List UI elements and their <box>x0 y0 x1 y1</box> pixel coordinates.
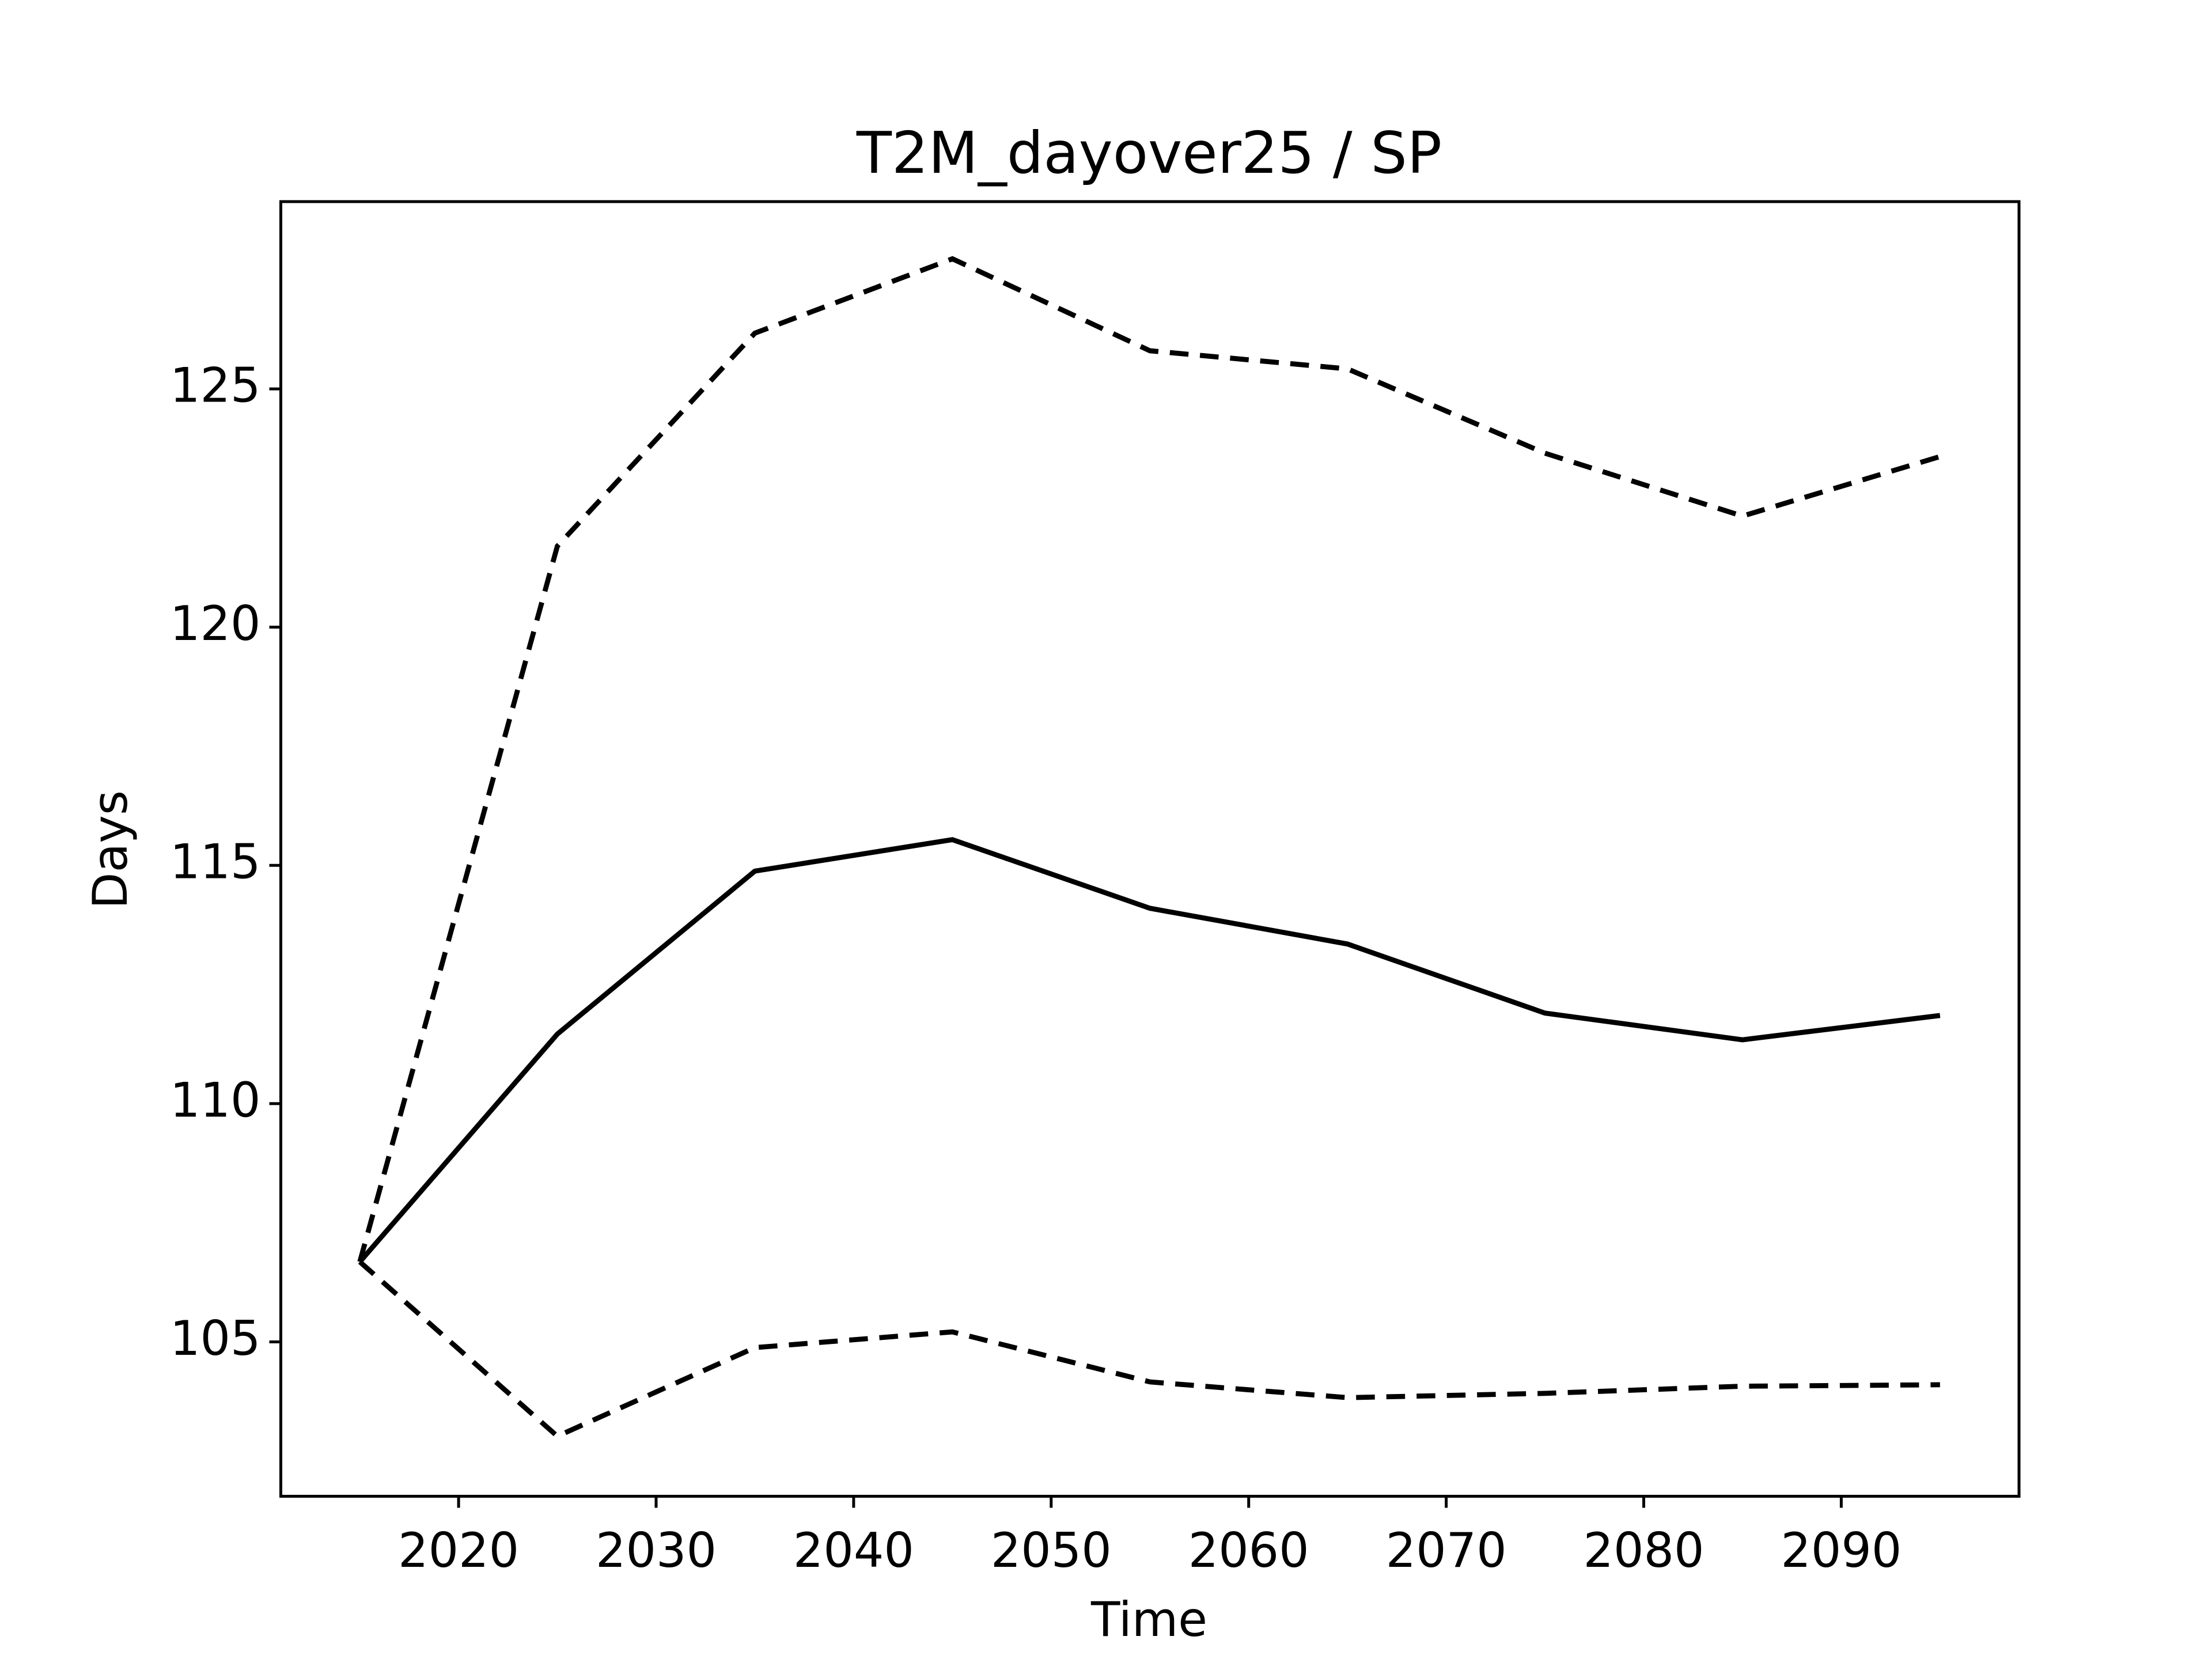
y-axis-label: Days <box>83 790 138 909</box>
plot-frame <box>279 200 2021 1498</box>
x-tick-label: 2040 <box>793 1523 914 1578</box>
y-tick-label: 105 <box>170 1311 260 1366</box>
series-line <box>358 837 1941 1264</box>
x-tick-label: 2070 <box>1386 1523 1507 1578</box>
x-axis-label: Time <box>1090 1592 1207 1647</box>
x-tick-label: 2030 <box>596 1523 717 1578</box>
chart-title: T2M_dayover25 / SP <box>856 119 1442 187</box>
x-tick-label: 2020 <box>398 1523 519 1578</box>
series-line <box>358 1260 1940 1440</box>
x-tick-label: 2090 <box>1781 1523 1902 1578</box>
x-tick-label: 2060 <box>1188 1523 1309 1578</box>
y-tick-label: 125 <box>170 358 260 414</box>
y-tick-label: 120 <box>170 596 260 652</box>
y-tick-label: 110 <box>170 1073 260 1128</box>
x-tick-label: 2080 <box>1584 1523 1705 1578</box>
x-tick-label: 2050 <box>991 1523 1112 1578</box>
y-tick-label: 115 <box>170 835 260 890</box>
series-line <box>357 256 1941 1263</box>
